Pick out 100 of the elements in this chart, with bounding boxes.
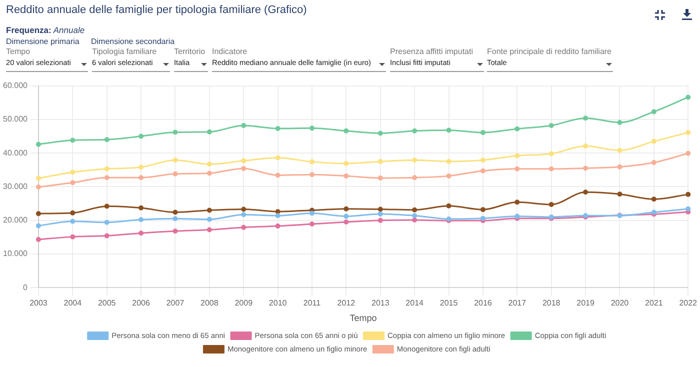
point [378,211,383,216]
point [686,130,691,136]
text: Tipologia familiare [92,47,157,56]
x-tick-label: 2005 [98,298,116,308]
point [70,180,76,186]
point [138,164,144,170]
point [583,190,588,195]
point [651,160,656,165]
x-tick-label: 2019 [576,298,595,308]
point [172,228,178,234]
point [412,217,418,222]
x-tick-label: 2021 [645,298,664,308]
point [686,192,691,197]
point [412,175,418,180]
x-tick-label: 2022 [679,298,698,308]
point [138,205,144,210]
point [378,158,383,164]
point [241,206,246,212]
point [275,126,280,132]
point [378,218,383,223]
x-tick-label: 2010 [268,298,288,308]
x-tick-label: 2015 [440,298,458,308]
point [583,116,588,121]
point [412,128,418,134]
x-tick-label: 2017 [508,298,527,308]
point [480,168,486,174]
point [138,230,144,236]
point [310,210,314,216]
point [241,212,246,218]
point [241,166,246,172]
text: Presenza affitti imputati [390,47,474,56]
text: Indicatore [212,47,248,56]
x-tick-label: 2013 [371,298,390,308]
point [104,204,110,209]
point [548,122,554,128]
point [275,155,280,160]
point [310,172,314,178]
point [446,203,452,208]
point [480,216,486,221]
point [651,138,656,144]
text: Tempo [6,47,30,56]
point [241,224,246,230]
point [206,129,212,134]
point [36,184,41,190]
point [310,159,314,164]
point [583,166,588,171]
x-tick-label: 2020 [610,298,630,308]
point [514,126,520,132]
y-tick-label: 20.000 [3,216,28,225]
point [310,126,314,131]
y-tick-label: 10.000 [3,249,28,258]
point [651,196,656,202]
point [36,176,41,181]
point [344,214,349,219]
point [583,144,588,149]
x-tick-label: 2009 [234,298,254,308]
point [36,211,41,216]
point [344,173,349,178]
point [104,220,110,225]
point [275,224,280,229]
point [36,142,41,147]
point [446,158,452,164]
x-tick-label: 2011 [303,298,322,308]
point [104,175,110,180]
point [104,137,110,142]
text: Frequenza: Annuale [6,25,85,35]
point [617,192,622,197]
point [378,206,383,212]
point [617,164,622,170]
x-tick-label: 2016 [474,298,492,308]
point [344,220,349,225]
text: Dimensione primaria [6,37,80,46]
chart-title: Reddito annuale delle famiglie per tipologia familiare (Grafico) [6,4,307,16]
point [172,216,178,222]
point [275,172,280,178]
x-tick-label: 2014 [406,298,424,308]
point [172,130,178,135]
point [70,170,76,175]
point [104,166,110,172]
point [651,109,656,114]
point [344,128,349,134]
y-tick-label: 40.000 [3,148,28,158]
point [138,175,144,180]
point [548,202,554,208]
source-note: Fonte principale di reddito familiare [487,47,612,56]
point [514,166,520,172]
point [548,151,554,156]
point [514,200,520,205]
point [206,208,212,213]
point [206,216,212,222]
point [70,138,76,143]
point [70,218,76,224]
point [412,213,418,218]
point [446,128,452,133]
point [378,175,383,180]
point [206,170,212,176]
point [275,213,280,218]
x-tick-label: 2012 [337,298,356,308]
y-tick-label: 50.000 [3,114,28,124]
point [686,150,691,156]
